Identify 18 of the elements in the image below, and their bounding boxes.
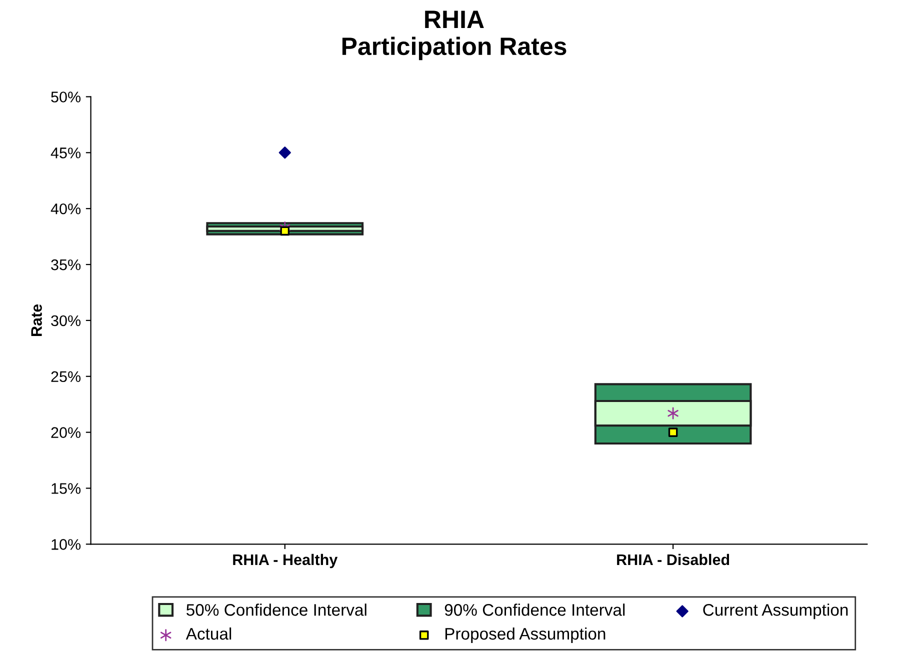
y-tick-label: 40% bbox=[50, 203, 81, 214]
y-tick-label: 35% bbox=[51, 259, 81, 270]
legend-label: Proposed Assumption bbox=[445, 627, 606, 643]
x-tick-label: RHIA - Disabled bbox=[617, 554, 730, 566]
y-axis-title: Rate bbox=[31, 304, 42, 336]
y-tick-label: 25% bbox=[51, 371, 81, 382]
legend-label: 90% Confidence Interval bbox=[444, 604, 625, 616]
y-tick-label: 15% bbox=[52, 483, 81, 494]
y-tick-label: 50% bbox=[51, 92, 81, 102]
x-tick-label: RHIA - Healthy bbox=[233, 554, 338, 568]
y-tick-label: 10% bbox=[52, 539, 81, 550]
legend-label: 50% Confidence Interval bbox=[186, 604, 366, 616]
chart-title: RHIA Participation Rates bbox=[342, 10, 566, 60]
y-tick-label: 30% bbox=[51, 315, 81, 326]
legend-label: Current Assumption bbox=[703, 604, 848, 620]
legend-label: Actual bbox=[186, 627, 232, 640]
y-tick-label: 45% bbox=[50, 148, 81, 158]
y-tick-label: 20% bbox=[51, 427, 81, 438]
